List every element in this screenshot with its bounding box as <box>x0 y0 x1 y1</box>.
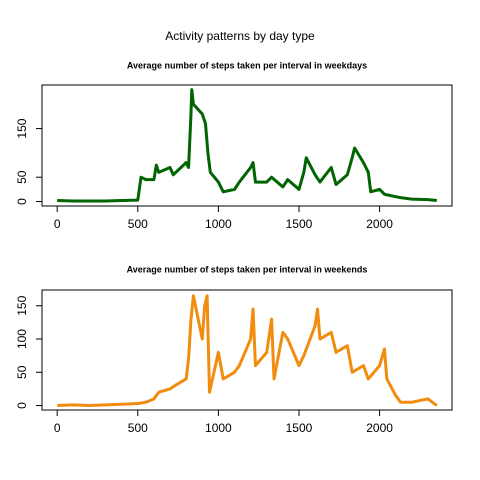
y-tick-label: 50 <box>15 365 29 379</box>
y-tick-label: 150 <box>15 295 29 315</box>
figure-title: Activity patterns by day type <box>165 29 315 43</box>
plot-box <box>41 84 453 207</box>
x-tick-label: 0 <box>54 421 61 435</box>
y-tick-label: 50 <box>15 170 29 184</box>
x-tick-label: 500 <box>128 217 148 231</box>
x-tick-label: 1500 <box>286 421 313 435</box>
plot-box <box>41 289 453 411</box>
x-tick-label: 1000 <box>205 217 232 231</box>
x-tick-label: 2000 <box>366 421 393 435</box>
x-tick-label: 0 <box>54 217 61 231</box>
chart-title: Average number of steps taken per interv… <box>127 264 368 274</box>
y-tick-label: 0 <box>15 198 29 205</box>
chart-title: Average number of steps taken per interv… <box>127 60 367 70</box>
x-tick-label: 1500 <box>286 217 313 231</box>
x-tick-label: 2000 <box>366 217 393 231</box>
data-line <box>57 294 438 408</box>
y-tick-label: 150 <box>15 118 29 138</box>
y-tick-label: 100 <box>15 329 29 349</box>
data-line <box>57 88 437 203</box>
x-tick-label: 1000 <box>205 421 232 435</box>
y-tick-label: 0 <box>15 402 29 409</box>
x-tick-label: 500 <box>128 421 148 435</box>
